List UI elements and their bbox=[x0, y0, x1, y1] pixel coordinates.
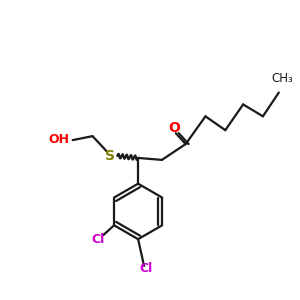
Text: Cl: Cl bbox=[140, 262, 153, 275]
Text: CH₃: CH₃ bbox=[271, 72, 292, 85]
Text: S: S bbox=[105, 149, 116, 163]
Text: OH: OH bbox=[48, 133, 69, 146]
Text: O: O bbox=[168, 121, 180, 135]
Text: Cl: Cl bbox=[92, 233, 105, 246]
